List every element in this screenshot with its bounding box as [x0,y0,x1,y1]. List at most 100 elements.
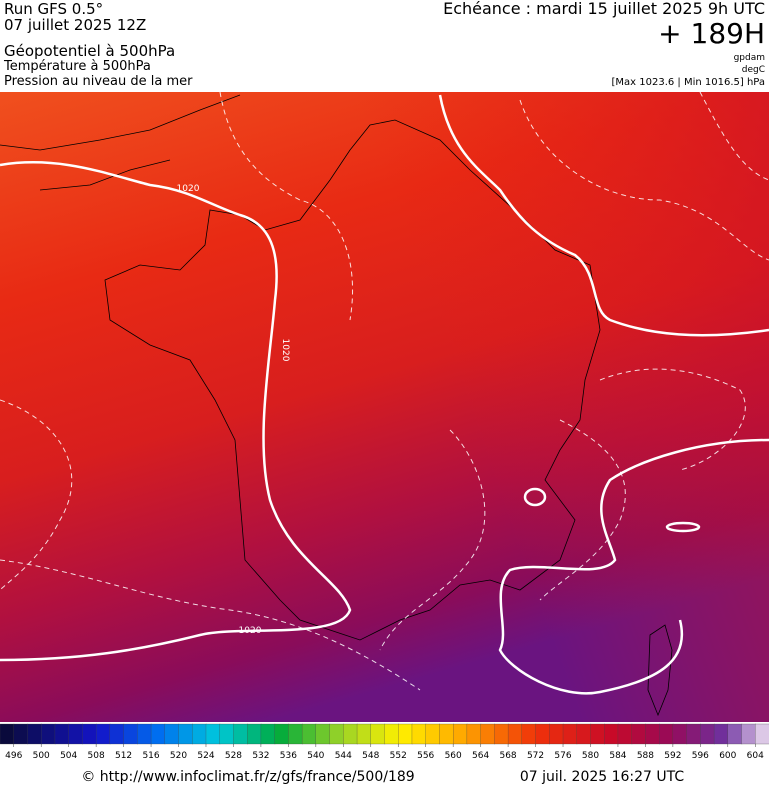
colorbar-swatch [425,723,441,745]
colorbar-swatch [192,723,207,745]
colorbar-swatch [604,723,619,745]
contour-label: 1020 [177,184,200,194]
run-date: 07 juillet 2025 12Z [4,16,146,34]
colorbar-swatch [727,723,743,745]
colorbar-label: 572 [527,751,544,761]
coastline [0,94,241,191]
colorbar-label: 532 [252,751,269,761]
colorbar-swatch [535,723,550,745]
colorbar-label: 512 [115,751,132,761]
colorbar-swatch [494,723,509,745]
colorbar-swatch [95,723,111,745]
range-label: [Max 1023.6 | Min 1016.5] hPa [611,77,765,88]
colorbar-label: 556 [417,751,434,761]
colorbar-label: 580 [582,751,599,761]
colorbar-swatch [356,723,372,745]
colorbar-label: 588 [637,751,654,761]
isotherms [0,91,769,691]
source-url: © http://www.infoclimat.fr/z/gfs/france/… [81,769,414,785]
coastline [104,119,601,641]
colorbar-swatch [590,723,605,745]
colorbar-swatch [82,723,97,745]
field-label: Géopotentiel à 500hPa [4,42,175,60]
colorbar-swatch [178,723,193,745]
colorbar-swatch [507,723,523,745]
colorbar-swatch [686,723,701,745]
temperature-field [0,92,769,722]
colorbar-swatch [54,723,70,745]
colorbar-swatch [549,723,564,745]
colorbar-label: 544 [335,751,352,761]
colorbar-label: 564 [472,751,489,761]
run-title: Run GFS 0.5° [4,0,103,18]
colorbar-swatch [247,723,262,745]
colorbar: 496 500 504 508 512 516 520 524 528 532 536 540 544 5… [0,723,769,761]
colorbar-label: 584 [609,751,626,761]
colorbar-swatch [631,723,647,745]
lead-time: + 189H [658,17,765,50]
coastline [647,624,673,717]
contour-label: 1020 [280,339,290,362]
colorbar-label: 576 [554,751,571,761]
colorbar-label: 504 [60,751,77,761]
valid-time: Echéance : mardi 15 juillet 2025 9h UTC [443,0,765,18]
colorbar-swatch [219,723,235,745]
colorbar-label: 552 [390,751,407,761]
colorbar-swatch [164,723,180,745]
colorbar-label: 516 [142,751,159,761]
colorbar-label: 536 [280,751,297,761]
colorbar-swatch [453,723,468,745]
colorbar-swatch [329,723,344,745]
colorbar-swatch [521,723,537,745]
colorbar-swatch [109,723,125,745]
colorbar-swatch [13,723,29,745]
colorbar-label: 600 [719,751,736,761]
colorbar-swatch [466,723,482,745]
colorbar-label: 604 [747,751,764,761]
colorbar-swatch [123,723,138,745]
colorbar-swatch [439,723,454,745]
contour-label: 1020 [239,626,262,636]
colorbar-swatch [700,723,715,745]
colorbar-label: 596 [692,751,709,761]
unit-label: degC [742,65,765,75]
colorbar-swatch [68,723,84,745]
colorbar-swatch [480,723,496,745]
colorbar-swatch [0,723,15,745]
colorbar-swatch [288,723,303,745]
colorbar-swatch [370,723,386,745]
colorbar-swatch [384,723,399,745]
colorbar-swatch [150,723,166,745]
colorbar-swatch [301,723,317,745]
isobars [0,94,769,695]
colorbar-label: 524 [197,751,214,761]
colorbar-swatch [755,723,769,745]
colorbar-label: 520 [170,751,187,761]
colorbar-label: 568 [499,751,516,761]
colorbar-label: 500 [33,751,50,761]
colorbar-swatch [672,723,688,745]
colorbar-label: 528 [225,751,242,761]
colorbar-swatch [274,723,290,745]
colorbar-label: 592 [664,751,681,761]
colorbar-swatch [260,723,276,745]
colorbar-swatch [713,723,729,745]
colorbar-label: 548 [362,751,379,761]
field-label: Pression au niveau de la mer [4,74,193,89]
colorbar-swatch [741,723,756,745]
colorbar-swatch [343,723,358,745]
colorbar-swatch [398,723,413,745]
field-label: Température à 500hPa [3,59,151,74]
colorbar-label: 496 [5,751,22,761]
colorbar-swatch [27,723,42,745]
colorbar-swatch [411,723,427,745]
generated-time: 07 juil. 2025 16:27 UTC [520,769,685,785]
map: 1020 1020 1020 [0,91,769,722]
colorbar-label: 540 [307,751,324,761]
colorbar-swatch [576,723,592,745]
unit-label: gpdam [734,53,765,63]
colorbar-swatch [645,723,660,745]
colorbar-swatch [41,723,56,745]
colorbar-swatch [315,723,331,745]
